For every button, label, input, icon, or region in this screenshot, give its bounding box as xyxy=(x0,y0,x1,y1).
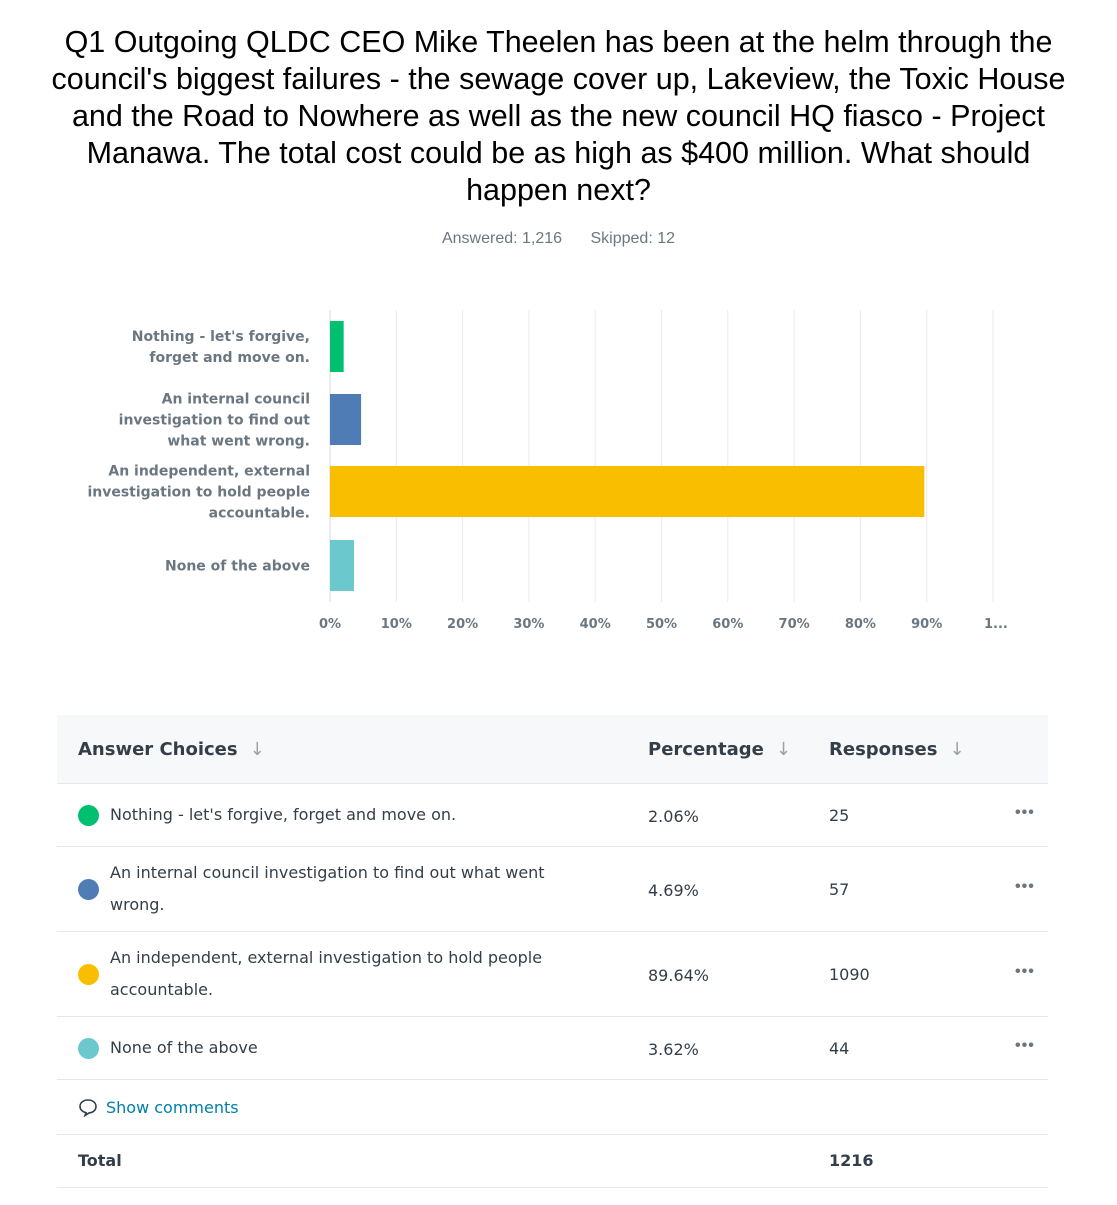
x-tick-label: 20% xyxy=(447,617,478,632)
header-percentage-label: Percentage xyxy=(648,738,764,760)
table-row: An internal council investigation to fin… xyxy=(57,847,1048,932)
color-dot-icon xyxy=(78,878,99,900)
responses-value: 57 xyxy=(829,880,850,899)
bar[interactable] xyxy=(330,394,362,445)
responses-value: 1090 xyxy=(829,965,870,984)
color-dot-icon xyxy=(78,963,99,985)
answered-count: Answered: 1,216 xyxy=(441,230,563,247)
answer-choice-text: Nothing - let's forgive, forget and move… xyxy=(110,805,457,824)
x-tick-label: 80% xyxy=(845,617,876,632)
response-stats: Answered: 1,216 Skipped: 12 xyxy=(0,230,1117,248)
answer-choice: An independent, external investigation t… xyxy=(78,942,570,1006)
x-tick-label: 40% xyxy=(580,617,611,632)
category-label: An independent, external xyxy=(108,464,310,480)
category-label: what went wrong. xyxy=(167,434,310,450)
total-value: 1216 xyxy=(829,1151,874,1170)
table-header: Answer Choices ↓ Percentage ↓ Responses … xyxy=(57,715,1048,784)
bar-chart: Nothing - let's forgive, forget and move … xyxy=(87,310,1008,632)
responses-value: 25 xyxy=(829,806,850,825)
answer-choice: An internal council investigation to fin… xyxy=(78,857,570,921)
table-row: None of the above 3.62% 44 ••• xyxy=(57,1017,1048,1080)
responses-value: 44 xyxy=(829,1039,850,1058)
table-row: An independent, external investigation t… xyxy=(57,932,1048,1017)
bar[interactable] xyxy=(330,466,925,517)
header-percentage[interactable]: Percentage ↓ xyxy=(648,739,791,760)
x-tick-label: 0% xyxy=(319,617,341,632)
answer-choice: Nothing - let's forgive, forget and move… xyxy=(78,799,570,831)
x-tick-label: 30% xyxy=(513,617,544,632)
header-answer-choices[interactable]: Answer Choices ↓ xyxy=(78,739,265,760)
answer-choice-text: An internal council investigation to fin… xyxy=(110,863,545,914)
percentage-value: 89.64% xyxy=(648,966,710,985)
percentage-value: 2.06% xyxy=(648,807,699,826)
sort-arrow-icon[interactable]: ↓ xyxy=(949,738,965,760)
category-label: accountable. xyxy=(209,506,310,522)
percentage-value: 3.62% xyxy=(648,1040,699,1059)
x-tick-label: 90% xyxy=(911,617,942,632)
x-tick-label: 70% xyxy=(779,617,810,632)
more-options-icon[interactable]: ••• xyxy=(1015,963,1035,980)
chart-bars xyxy=(330,321,925,591)
x-tick-label: 50% xyxy=(646,617,677,632)
more-options-icon[interactable]: ••• xyxy=(1015,1037,1035,1054)
color-dot-icon xyxy=(78,804,99,826)
category-label: investigation to find out xyxy=(119,413,311,429)
color-dot-icon xyxy=(78,1037,99,1059)
more-options-icon[interactable]: ••• xyxy=(1015,878,1035,895)
bar[interactable] xyxy=(330,321,344,372)
question-title: Q1 Outgoing QLDC CEO Mike Theelen has be… xyxy=(51,25,1066,207)
sort-arrow-icon[interactable]: ↓ xyxy=(775,738,791,760)
total-row: Total 1216 xyxy=(57,1135,1048,1188)
bar[interactable] xyxy=(330,540,355,591)
header-responses-label: Responses xyxy=(829,738,938,760)
more-options-icon[interactable]: ••• xyxy=(1015,804,1035,821)
x-tick-label: 1... xyxy=(984,617,1008,632)
percentage-value: 4.69% xyxy=(648,881,699,900)
chart-gridlines xyxy=(329,310,994,602)
show-comments-label: Show comments xyxy=(106,1097,239,1117)
category-label: None of the above xyxy=(165,559,310,575)
answer-choice-text: An independent, external investigation t… xyxy=(110,948,543,999)
chart-x-ticks: 0% 10% 20% 30% 40% 50% 60% 70% 80% 90% 1... xyxy=(319,617,1008,632)
category-label: An internal council xyxy=(162,392,310,408)
category-label: Nothing - let's forgive, xyxy=(132,329,310,345)
comment-bubble-icon xyxy=(79,1099,97,1117)
category-label: investigation to hold people xyxy=(87,485,310,501)
sort-arrow-icon[interactable]: ↓ xyxy=(249,738,265,760)
total-label: Total xyxy=(78,1151,122,1170)
answer-choice: None of the above xyxy=(78,1032,570,1064)
skipped-count: Skipped: 12 xyxy=(590,230,676,247)
header-responses[interactable]: Responses ↓ xyxy=(829,739,965,760)
header-answer-choices-label: Answer Choices xyxy=(78,738,238,760)
chart-category-labels: Nothing - let's forgive, forget and move … xyxy=(87,329,310,575)
answer-choice-text: None of the above xyxy=(110,1038,258,1057)
x-tick-label: 60% xyxy=(712,617,743,632)
category-label: forget and move on. xyxy=(149,350,310,366)
answer-table: Answer Choices ↓ Percentage ↓ Responses … xyxy=(57,715,1048,1188)
comments-row: Show comments xyxy=(57,1080,1048,1135)
x-tick-label: 10% xyxy=(381,617,412,632)
show-comments-link[interactable]: Show comments xyxy=(78,1097,239,1117)
table-row: Nothing - let's forgive, forget and move… xyxy=(57,784,1048,847)
